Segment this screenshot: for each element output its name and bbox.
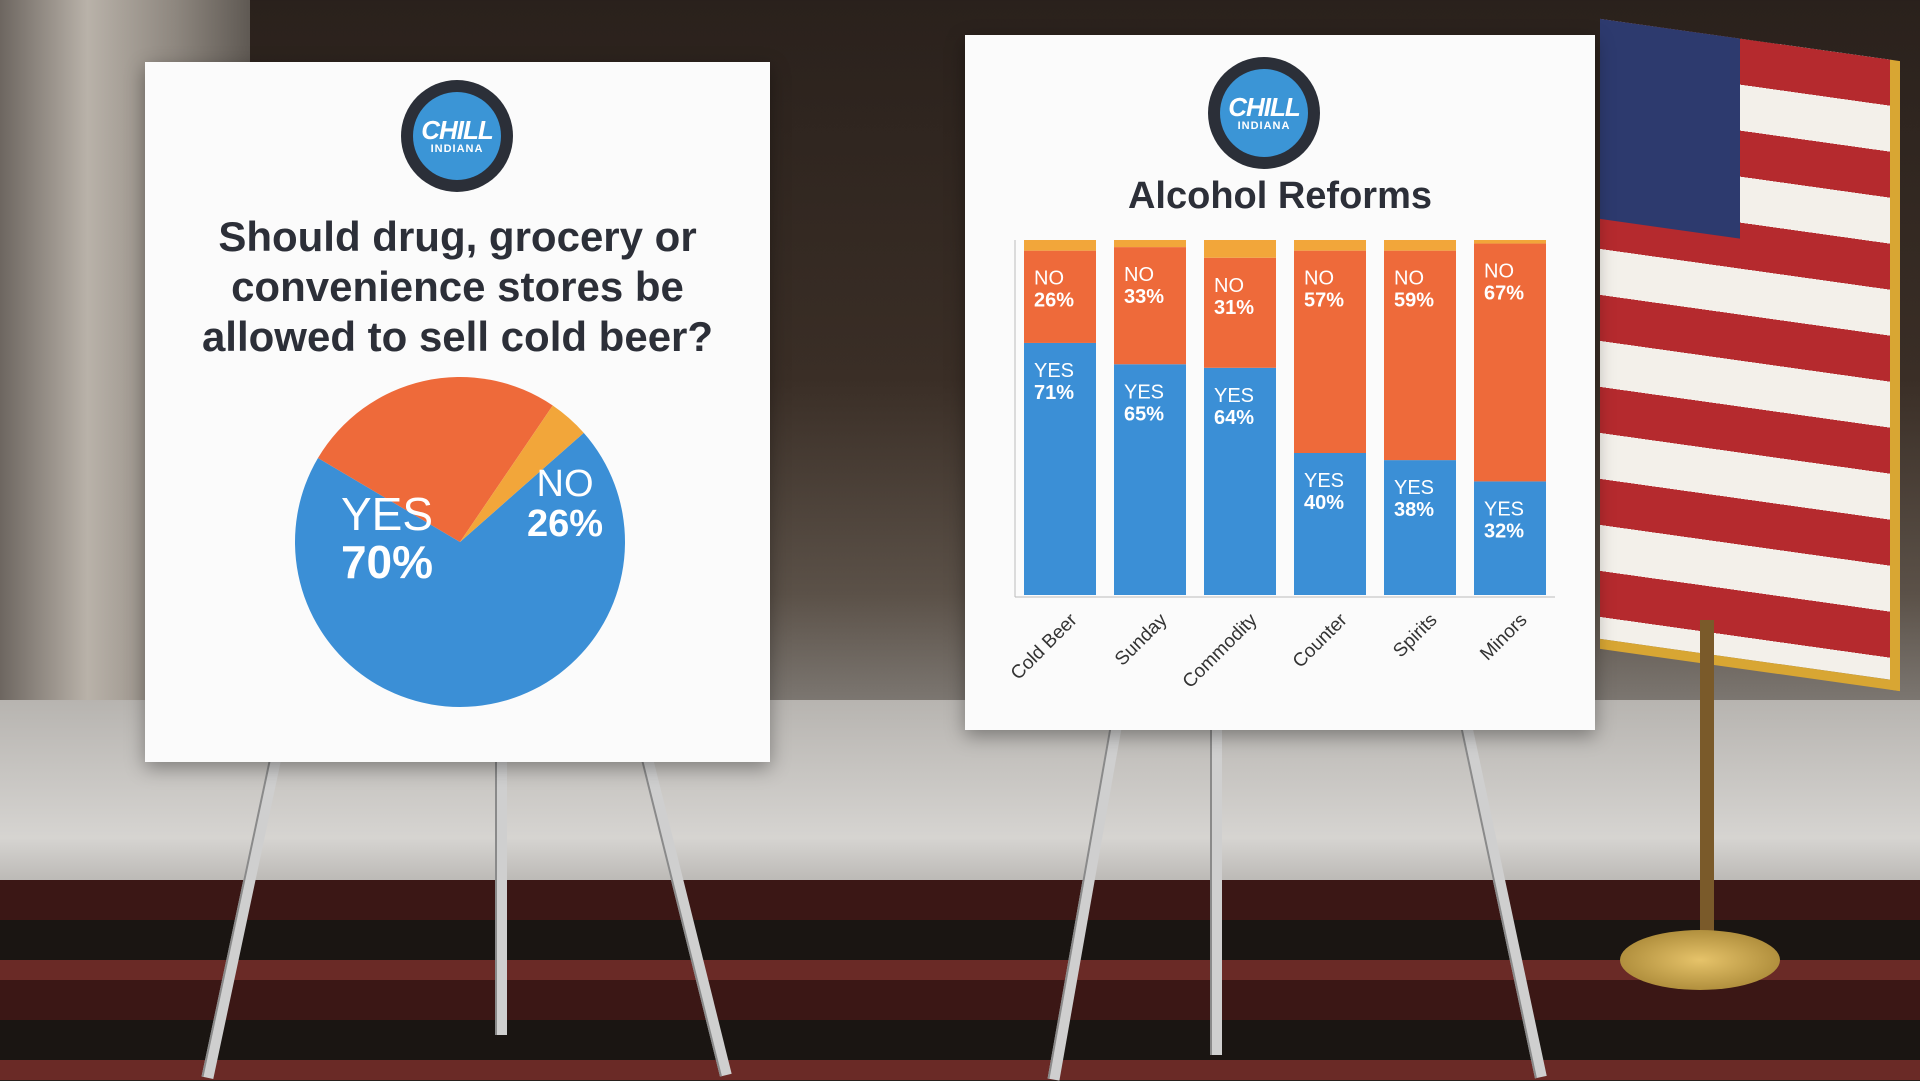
bar-label-yes: YES — [1124, 381, 1164, 403]
x-tick-label: Minors — [1476, 610, 1531, 665]
carpet — [0, 880, 1920, 1080]
bar-other — [1204, 240, 1276, 258]
pie-label-yes: YES 70% — [322, 490, 452, 586]
flag-canton — [1600, 18, 1740, 239]
bar-other — [1024, 240, 1096, 251]
bar-label-yes: YES — [1304, 470, 1344, 492]
bar-label-yes: YES — [1214, 385, 1254, 407]
bar-no — [1204, 257, 1276, 368]
x-tick-label: Sunday — [1111, 609, 1172, 670]
bar-value-no: 33% — [1124, 286, 1164, 308]
pie-chart-svg — [295, 377, 625, 707]
easel-leg — [1210, 725, 1222, 1055]
easel-leg — [495, 755, 507, 1035]
bar-value-no: 67% — [1484, 283, 1524, 305]
bar-value-yes: 40% — [1304, 492, 1344, 514]
bar-value-no: 57% — [1304, 290, 1344, 312]
bar-no — [1114, 247, 1186, 365]
bar-other — [1384, 240, 1456, 251]
bar-no — [1474, 243, 1546, 482]
bar-value-no: 26% — [1034, 290, 1074, 312]
bar-value-yes: 65% — [1124, 403, 1164, 425]
bar-yes — [1204, 367, 1276, 595]
pie-slice-no — [317, 377, 553, 542]
bar-yes — [1114, 364, 1186, 595]
pie-no-label: NO — [536, 463, 594, 505]
bar-label-yes: YES — [1484, 498, 1524, 520]
pie-yes-label: YES — [340, 488, 434, 540]
bar-no — [1384, 250, 1456, 461]
bar-label-no: NO — [1034, 268, 1064, 290]
bar-yes — [1024, 342, 1096, 595]
bar-value-yes: 38% — [1394, 499, 1434, 521]
flag-base — [1620, 930, 1780, 990]
bar-value-yes: 71% — [1034, 382, 1074, 404]
pie-chart: YES 70% NO 26% — [290, 372, 630, 712]
bar-label-yes: YES — [1034, 360, 1074, 382]
logo-subtext: INDIANA — [430, 143, 484, 155]
bar-label-no: NO — [1304, 268, 1334, 290]
bar-no — [1294, 250, 1366, 453]
chart-title: Alcohol Reforms — [1127, 175, 1433, 217]
bar-no — [1024, 250, 1096, 343]
bar-label-no: NO — [1124, 264, 1154, 286]
pie-chart-poster: CHILL INDIANA Should drug, grocery or co… — [145, 62, 770, 762]
logo-text: CHILL — [421, 115, 494, 145]
bar-label-no: NO — [1214, 275, 1244, 297]
bar-yes — [1474, 481, 1546, 595]
bar-other — [1114, 240, 1186, 248]
x-tick-label: Counter — [1289, 609, 1352, 672]
logo-text: CHILL — [1228, 92, 1301, 122]
pie-slice-yes — [295, 432, 625, 707]
bar-yes — [1294, 453, 1366, 595]
x-tick-label: Cold Beer — [1007, 609, 1082, 684]
american-flag — [1600, 18, 1900, 692]
bar-yes — [1384, 460, 1456, 595]
chill-indiana-logo: CHILL INDIANA — [401, 80, 513, 192]
bar-label-no: NO — [1484, 261, 1514, 283]
chill-indiana-logo: CHILL INDIANA — [1208, 57, 1320, 169]
poster-question: Should drug, grocery or convenience stor… — [201, 213, 714, 360]
bar-value-no: 31% — [1214, 297, 1254, 319]
pie-label-no: NO 26% — [510, 464, 620, 544]
bar-value-yes: 32% — [1484, 520, 1524, 542]
bar-other — [1294, 240, 1366, 251]
pie-yes-value: 70% — [340, 536, 434, 588]
bar-value-yes: 64% — [1214, 407, 1254, 429]
flag-pole — [1700, 620, 1714, 960]
bar-other — [1474, 240, 1546, 244]
bar-value-no: 59% — [1394, 290, 1434, 312]
pie-no-value: 26% — [526, 503, 604, 545]
bar-label-yes: YES — [1394, 477, 1434, 499]
logo-subtext: INDIANA — [1237, 120, 1291, 132]
x-tick-label: Commodity — [1179, 609, 1262, 692]
bar-chart-poster: CHILL INDIANA Alcohol Reforms YES 71% NO 26… — [965, 35, 1595, 730]
x-tick-label: Spirits — [1389, 610, 1441, 662]
bar-label-no: NO — [1394, 268, 1424, 290]
pie-slice-other — [460, 405, 584, 542]
